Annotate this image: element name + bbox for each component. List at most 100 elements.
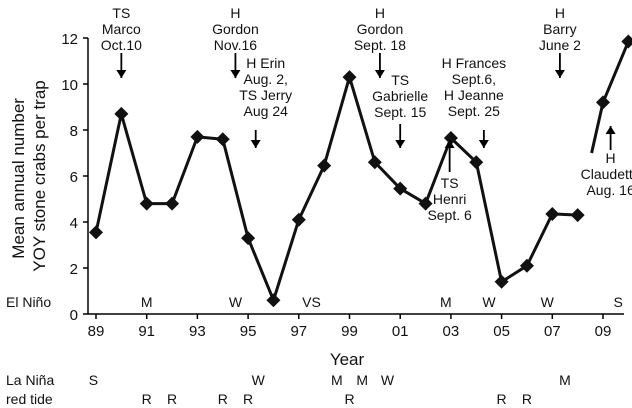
data-point-marker bbox=[165, 196, 180, 211]
data-point-marker bbox=[570, 208, 585, 223]
la_nina-code: W bbox=[381, 372, 395, 388]
data-point-marker bbox=[114, 106, 129, 121]
y-tick-label: 2 bbox=[70, 261, 78, 278]
y-ticks: 0 2 4 6 8 10 12 bbox=[61, 31, 88, 324]
data-point-marker bbox=[545, 206, 560, 221]
x-tick-label: 01 bbox=[392, 323, 409, 340]
annotation-line: Aug. 2, bbox=[244, 71, 288, 87]
x-tick-label: 03 bbox=[443, 323, 460, 340]
el_nino-code: W bbox=[541, 294, 555, 310]
data-point-marker bbox=[139, 196, 154, 211]
x-tick-label: 89 bbox=[88, 323, 105, 340]
el-nino-row: M W VS M W W S bbox=[141, 294, 623, 310]
series-line-segment-1 bbox=[94, 75, 578, 302]
la_nina-code: M bbox=[356, 372, 368, 388]
annotation-line: H Frances bbox=[442, 55, 507, 71]
hurricane-annotations: TS Marco Oct.10H Gordon Nov.16H Erin Aug. 2, T… bbox=[101, 5, 632, 223]
annotation-line: Sept.6, bbox=[452, 71, 496, 87]
annotation-line: H bbox=[375, 5, 385, 21]
data-point-marker bbox=[241, 231, 256, 246]
x-ticks: 89 91 93 95 97 99 01 03 05 07 09 bbox=[88, 314, 612, 340]
annotation-label: H Erin Aug. 2, TS Jerry Aug 24 bbox=[239, 55, 292, 119]
data-point-marker bbox=[418, 196, 433, 211]
data-point-marker bbox=[266, 293, 281, 308]
annotation-line: Gabrielle bbox=[372, 88, 428, 104]
annotation-arrow-head bbox=[250, 140, 261, 148]
y-axis-label-line2: YOY stone crabs per trap bbox=[30, 80, 49, 272]
la-nina-row: SWMMWMS bbox=[89, 372, 571, 388]
el_nino-code: M bbox=[141, 294, 153, 310]
annotation-arrow-head bbox=[374, 70, 385, 78]
annotation-arrow-head bbox=[554, 70, 565, 78]
la-nina-row-label: La Niña bbox=[6, 372, 54, 388]
red_tide-code: R bbox=[497, 391, 507, 407]
x-tick-label: 07 bbox=[544, 323, 561, 340]
annotation-line: Sept. 6 bbox=[427, 207, 472, 223]
annotation-line: H bbox=[606, 150, 616, 166]
annotation-label: HClaudetteAug. 16 bbox=[581, 150, 632, 198]
annotation-line: June 2 bbox=[539, 37, 581, 53]
annotation-label: TS Gabrielle Sept. 15 bbox=[372, 72, 428, 120]
data-point-marker bbox=[494, 274, 509, 289]
data-point-marker bbox=[596, 95, 610, 110]
annotation-line: Sept. 25 bbox=[448, 103, 500, 119]
y-tick-label: 12 bbox=[61, 31, 78, 48]
annotation-line: H bbox=[555, 5, 565, 21]
x-tick-label: 97 bbox=[290, 323, 307, 340]
annotation-line: Oct.10 bbox=[101, 37, 142, 53]
data-point-marker bbox=[89, 225, 103, 240]
red_tide-code: R bbox=[167, 391, 177, 407]
data-point-marker bbox=[519, 258, 534, 273]
data-point-marker bbox=[469, 155, 484, 170]
y-tick-label: 6 bbox=[70, 169, 78, 186]
la_nina-code: S bbox=[89, 372, 98, 388]
annotation-line: H Jeanne bbox=[444, 87, 504, 103]
annotation-label: H Barry June 2 bbox=[539, 5, 581, 53]
annotation-line: Barry bbox=[543, 21, 576, 37]
annotation-arrow-head bbox=[116, 70, 127, 78]
x-tick-label: 93 bbox=[189, 323, 206, 340]
el-nino-row-label: El Niño bbox=[6, 294, 51, 310]
data-point-marker bbox=[443, 131, 458, 146]
annotation-line: Nov.16 bbox=[214, 37, 258, 53]
el_nino-code: W bbox=[229, 294, 243, 310]
data-point-marker bbox=[367, 155, 382, 170]
red_tide-code: R bbox=[344, 391, 354, 407]
x-tick-label: 09 bbox=[595, 323, 612, 340]
data-point-marker bbox=[342, 70, 357, 85]
annotation-line: Aug. 16 bbox=[586, 182, 632, 198]
annotation-arrow-head bbox=[478, 140, 489, 148]
y-tick-label: 4 bbox=[70, 215, 78, 232]
data-point-marker bbox=[317, 158, 332, 173]
annotation-line: TS bbox=[112, 5, 130, 21]
annotation-arrow-head bbox=[444, 140, 455, 148]
el_nino-code: S bbox=[614, 294, 623, 310]
y-tick-label: 10 bbox=[61, 77, 78, 94]
el_nino-code: M bbox=[440, 294, 452, 310]
annotation-label: TS Marco Oct.10 bbox=[101, 5, 142, 53]
annotation-arrow-head bbox=[395, 140, 406, 148]
annotation-label: TS Henri Sept. 6 bbox=[427, 175, 472, 223]
data-point-marker bbox=[621, 34, 632, 49]
annotation-line: Gordon bbox=[212, 21, 259, 37]
annotation-line: TS bbox=[441, 175, 459, 191]
annotation-line: H Erin bbox=[246, 55, 285, 71]
data-point-marker bbox=[215, 132, 230, 147]
red_tide-code: R bbox=[142, 391, 152, 407]
red-tide-row-label: red tide bbox=[6, 391, 53, 407]
x-axis-label: Year bbox=[330, 350, 365, 369]
red_tide-code: R bbox=[522, 391, 532, 407]
la_nina-code: M bbox=[559, 372, 571, 388]
annotation-line: TS bbox=[391, 72, 409, 88]
el_nino-code: VS bbox=[302, 294, 321, 310]
annotation-line: Henri bbox=[433, 191, 466, 207]
y-axis-label: Mean annual number YOY stone crabs per t… bbox=[9, 80, 49, 272]
red_tide-code: R bbox=[243, 391, 253, 407]
y-tick-label: 0 bbox=[70, 307, 78, 324]
data-point-marker bbox=[190, 129, 205, 144]
y-axis-label-line1: Mean annual number bbox=[9, 98, 28, 259]
series-yoy-crabs bbox=[89, 34, 632, 308]
y-tick-label: 8 bbox=[70, 123, 78, 140]
